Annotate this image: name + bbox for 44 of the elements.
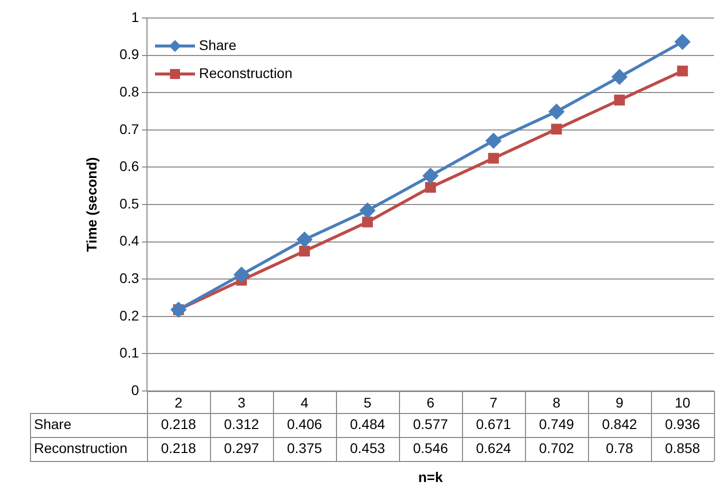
data-label: 0.749 xyxy=(538,416,574,432)
y-tick-label: 0.8 xyxy=(120,83,140,100)
data-label: 0.546 xyxy=(412,440,448,456)
x-tick-label: 5 xyxy=(364,394,372,410)
data-label: 0.484 xyxy=(350,416,386,432)
y-tick-label: 0 xyxy=(131,382,140,398)
data-label: 0.624 xyxy=(476,440,512,456)
text: Share xyxy=(34,416,72,432)
x-tick-label: 7 xyxy=(490,394,498,410)
x-tick-label: 6 xyxy=(426,394,435,410)
y-tick-label: 0.4 xyxy=(120,232,140,249)
x-tick-label: 9 xyxy=(616,394,624,410)
data-label: 0.671 xyxy=(476,416,512,432)
data-label: 0.218 xyxy=(160,416,196,432)
x-tick-label: 8 xyxy=(552,394,561,410)
x-tick-label: 3 xyxy=(238,394,246,410)
data-label: 0.858 xyxy=(664,440,700,456)
y-tick-label: 0.5 xyxy=(120,195,140,212)
y-tick-label: 0.6 xyxy=(120,158,140,174)
y-tick-label: 0.9 xyxy=(120,46,140,62)
legend-label: Reconstruction xyxy=(199,64,292,81)
y-tick-label: 0.3 xyxy=(120,270,140,286)
data-label: 0.406 xyxy=(286,416,322,432)
legend-label: Share xyxy=(199,36,237,53)
data-label: 0.577 xyxy=(412,416,448,432)
data-label: 0.936 xyxy=(664,416,700,432)
data-label: 0.842 xyxy=(602,416,638,432)
y-tick-label: 0.7 xyxy=(120,120,140,137)
x-tick-label: 10 xyxy=(674,394,690,410)
x-tick-label: 4 xyxy=(300,394,309,410)
y-tick-label: 0.2 xyxy=(120,307,140,324)
y-tick-label: 0.1 xyxy=(120,344,140,361)
data-label: 0.297 xyxy=(224,440,260,456)
data-label: 0.702 xyxy=(538,440,574,456)
text: Reconstruction xyxy=(34,440,128,456)
x-axis-title: n=k xyxy=(418,468,443,485)
data-label: 0.453 xyxy=(350,440,386,456)
data-label: 0.312 xyxy=(224,416,260,432)
x-tick-label: 2 xyxy=(174,394,183,410)
data-label: 0.218 xyxy=(160,440,196,456)
y-axis-title: Time (second) xyxy=(83,157,100,252)
data-label: 0.78 xyxy=(606,440,634,456)
y-tick-label: 1 xyxy=(131,8,140,25)
data-label: 0.375 xyxy=(286,440,322,456)
